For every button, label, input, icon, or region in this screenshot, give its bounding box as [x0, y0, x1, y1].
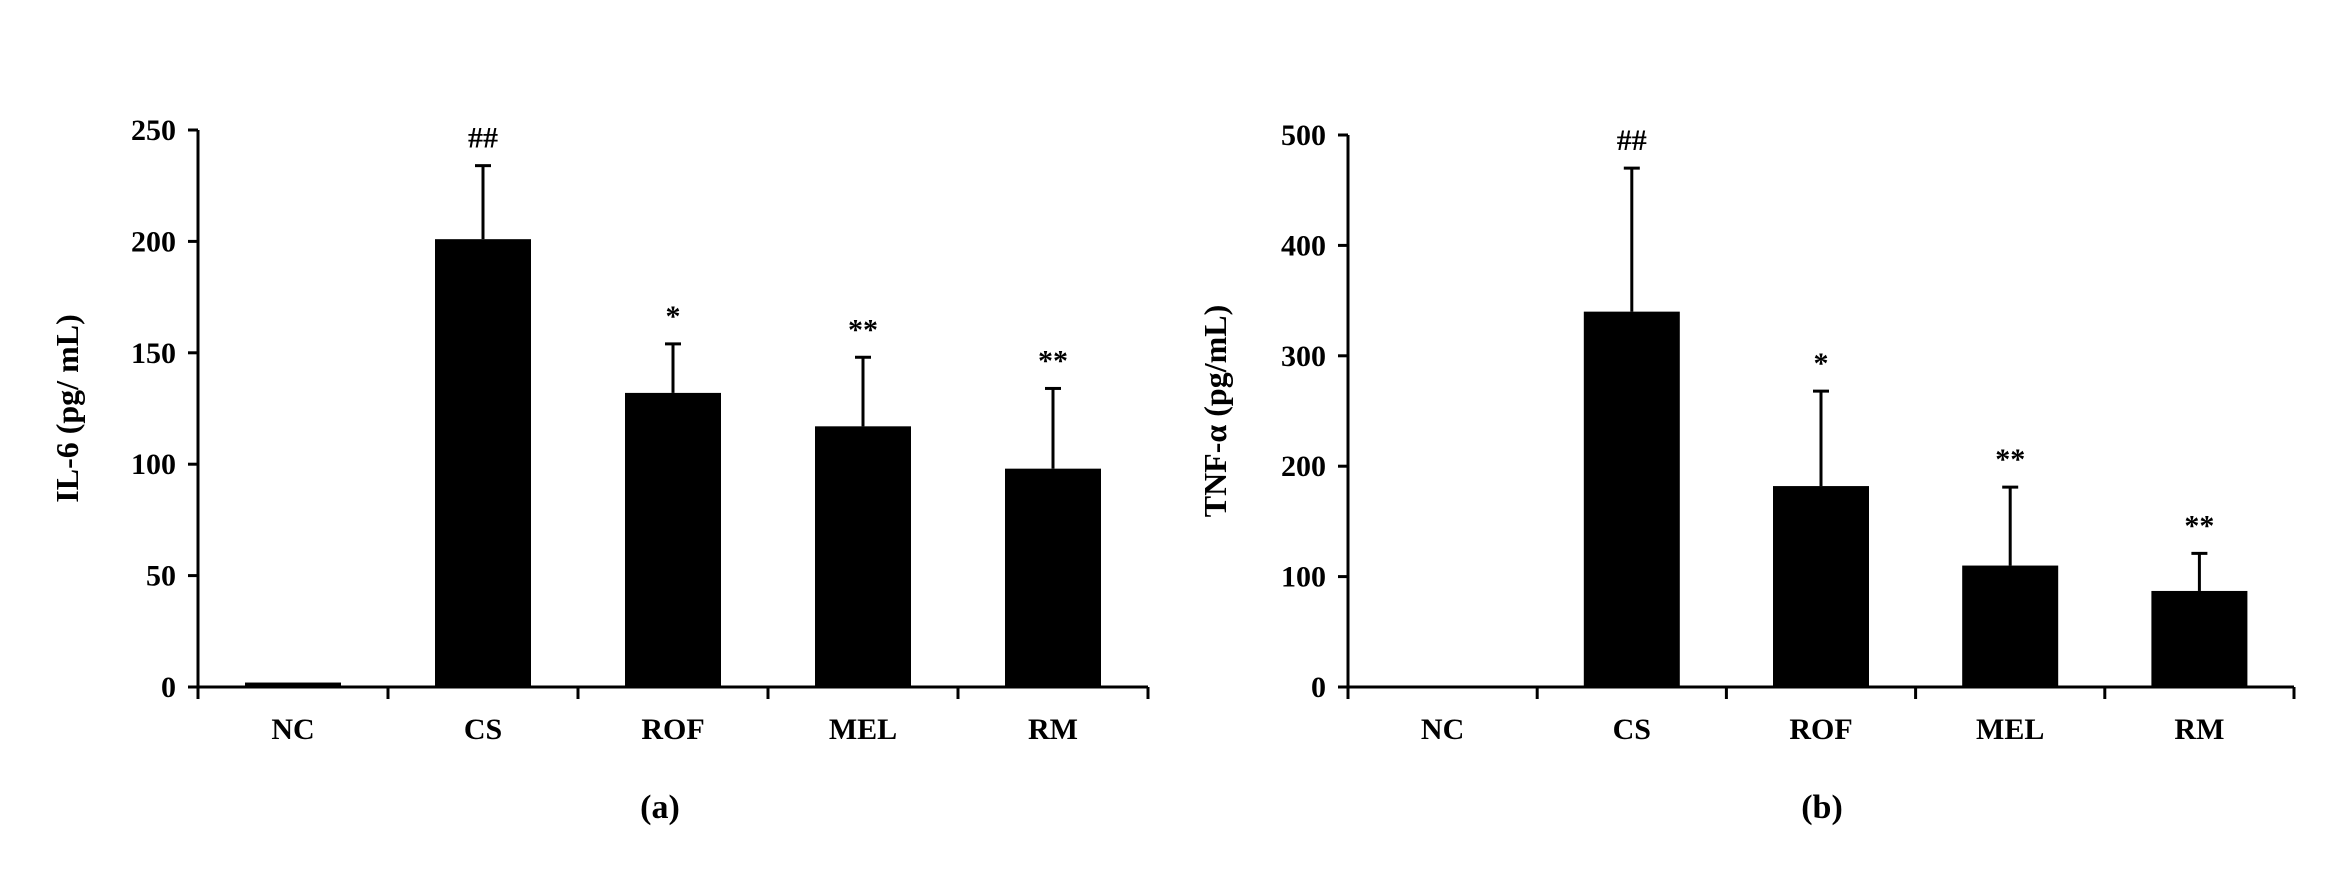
y-axis-title: TNF-α (pg/mL) [1197, 305, 1233, 518]
significance-mark: ** [848, 313, 878, 346]
significance-mark: * [666, 300, 681, 333]
bar-cs [435, 239, 531, 687]
y-tick-label: 0 [1311, 671, 1326, 704]
y-tick-label: 400 [1281, 229, 1326, 262]
y-tick-label: 0 [161, 671, 176, 704]
x-tick-label: MEL [829, 713, 897, 746]
x-tick-label: RM [2174, 713, 2224, 746]
y-tick-label: 250 [131, 114, 176, 147]
significance-mark: ** [2184, 509, 2214, 542]
chart-panel-a: 0 50 100 150 200 250 NC ## CS * ROF ** MEL ** RM IL-6 (… [49, 114, 1150, 826]
y-tick-label: 500 [1281, 119, 1326, 152]
x-tick-label: ROF [1789, 713, 1852, 746]
y-tick-label: 100 [1281, 561, 1326, 594]
x-tick-label: RM [1028, 713, 1078, 746]
panel-label: (b) [1801, 789, 1843, 826]
bar-rof [1773, 486, 1869, 687]
x-tick-label: NC [1421, 713, 1464, 746]
y-tick-label: 300 [1281, 340, 1326, 373]
bar-cs [1583, 311, 1680, 687]
significance-mark: * [1814, 347, 1829, 380]
significance-mark: ** [1995, 443, 2025, 476]
x-tick-label: NC [271, 713, 314, 746]
y-axis-title: IL-6 (pg/ mL) [49, 314, 85, 502]
x-tick-label: CS [1613, 713, 1651, 746]
y-tick-label: 100 [131, 448, 176, 481]
y-tick-label: 150 [131, 337, 176, 370]
y-tick-label: 200 [1281, 450, 1326, 483]
x-tick-label: MEL [1976, 713, 2044, 746]
bar-rm [1005, 468, 1101, 687]
chart-panel-b: 0 100 200 300 400 500 NC ## CS * ROF ** MEL ** RM TNF-α… [1197, 119, 2296, 826]
x-tick-label: ROF [641, 713, 704, 746]
panel-label: (a) [640, 789, 680, 826]
y-tick-label: 200 [131, 225, 176, 258]
x-tick-label: CS [464, 713, 502, 746]
bar-mel [1962, 565, 2059, 687]
bar-rm [2151, 590, 2248, 687]
bar-nc [245, 682, 341, 687]
bar-rof [625, 392, 721, 687]
y-tick-label: 50 [146, 560, 176, 593]
significance-mark: ** [1038, 344, 1068, 377]
significance-mark: ## [1617, 124, 1647, 157]
significance-mark: ## [468, 122, 498, 155]
bar-mel [815, 426, 911, 687]
